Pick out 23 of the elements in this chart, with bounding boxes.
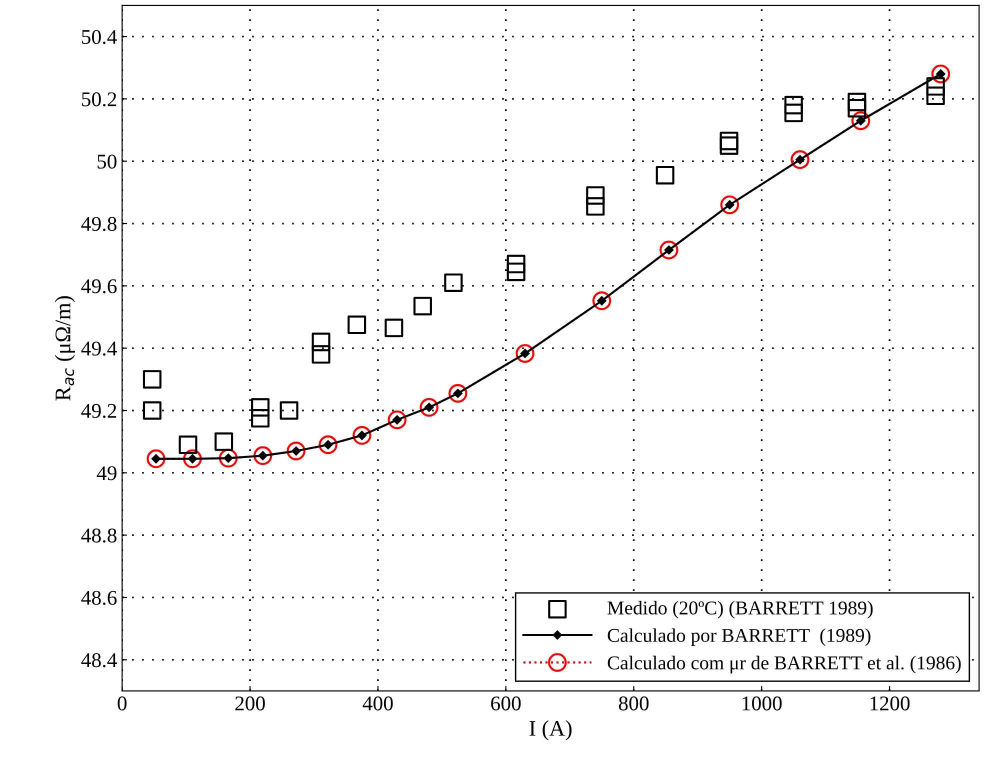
x-tick-label: 400 [362, 696, 393, 710]
y-tick-label: 49.2 [81, 404, 116, 418]
y-tick-label: 48.4 [81, 653, 117, 668]
y-tick-label: 49 [96, 466, 116, 480]
y-tick-label: 49.4 [81, 342, 117, 356]
y-tick-label: 49.6 [81, 279, 117, 294]
x-tick-label: 200 [235, 696, 265, 710]
legend-label: Calculado com μr de BARRETT et al. (1986) [608, 656, 961, 674]
y-tick-label: 50.2 [82, 92, 116, 106]
x-tick-label: 0 [118, 696, 127, 710]
legend-label: Medido (20ºC) (BARRETT 1989) [608, 600, 873, 618]
x-axis-title: I (A) [530, 720, 572, 740]
legend-label: Calculado por BARRETT (1989) [608, 628, 870, 646]
x-tick-label: 1200 [870, 696, 910, 710]
y-tick-label: 48.6 [81, 590, 117, 605]
y-tick-label: 48.8 [81, 528, 116, 543]
y-tick-label: 50 [98, 154, 116, 169]
x-tick-label: 1000 [742, 696, 782, 710]
x-tick-label: 800 [618, 696, 649, 710]
y-tick-label: 49.8 [81, 216, 116, 232]
x-tick-label: 600 [491, 696, 521, 710]
y-axis-title: R$_{ac}$ (μΩ/m) [54, 296, 75, 401]
y-tick-label: 50.4 [82, 30, 117, 44]
